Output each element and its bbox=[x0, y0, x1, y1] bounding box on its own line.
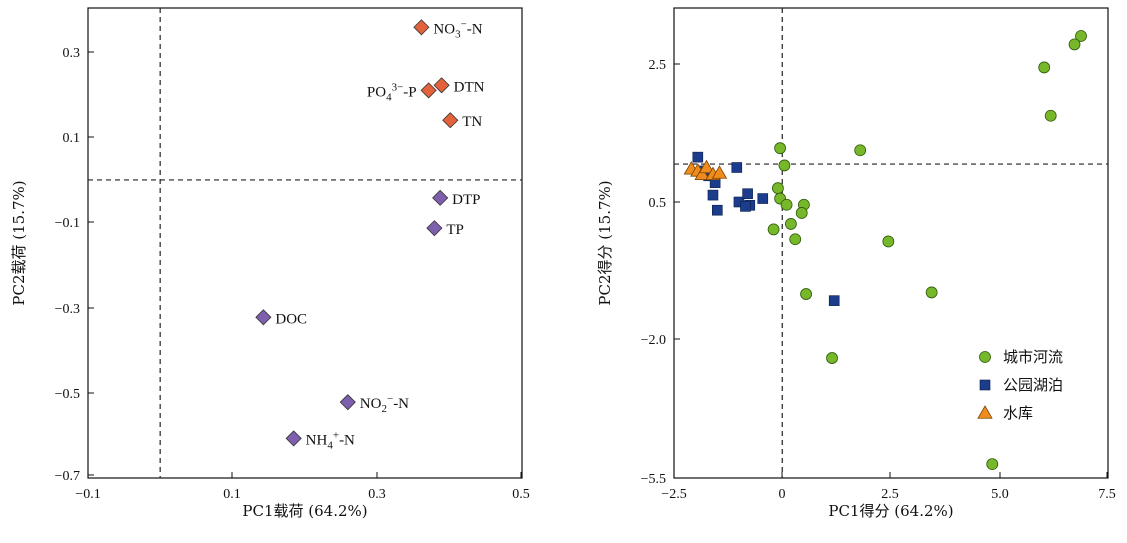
legend-label: 城市河流 bbox=[1003, 348, 1063, 366]
score-point-square bbox=[692, 151, 704, 163]
score-point-circle bbox=[772, 182, 784, 195]
loading-plot-y-tick-label: −0.3 bbox=[55, 302, 80, 317]
score-point-circle bbox=[800, 288, 812, 300]
loading-plot-y-axis-label: PC2载荷 (15.7%) bbox=[10, 180, 28, 305]
score-point-circle bbox=[789, 233, 802, 246]
score-plot-x-tick-label: 7.5 bbox=[1098, 487, 1116, 502]
loading-plot-y-tick-label: 0.3 bbox=[63, 46, 81, 61]
loading-point-marker bbox=[420, 82, 437, 99]
loading-point-marker bbox=[432, 189, 449, 206]
score-point-circle bbox=[1038, 61, 1051, 74]
loading-point-marker bbox=[433, 77, 450, 94]
loading-point-label: NO3−-N bbox=[433, 18, 482, 40]
score-point-circle bbox=[1075, 30, 1087, 42]
loading-point-marker bbox=[339, 394, 356, 411]
score-point-circle bbox=[778, 159, 791, 172]
score-point-square bbox=[740, 201, 751, 212]
score-plot: PC1得分 (64.2%) PC2得分 (15.7%) −2.5 0 2.5 5.0 7… bbox=[596, 7, 1116, 520]
loading-point-label: NO2−-N bbox=[360, 393, 409, 415]
score-plot-x-tick-label: −2.5 bbox=[661, 487, 686, 502]
score-point-square bbox=[828, 295, 840, 306]
loading-plot-frame bbox=[87, 7, 523, 479]
score-point-square bbox=[742, 188, 753, 200]
score-plot-y-tick-label: 2.5 bbox=[649, 58, 667, 73]
score-point-square bbox=[707, 189, 719, 201]
loading-plot-y-tick-label: −0.5 bbox=[55, 387, 80, 402]
score-point-circle bbox=[882, 235, 895, 248]
score-point-circle bbox=[780, 198, 793, 211]
score-point-circle bbox=[1068, 38, 1081, 51]
loading-plot-y-tick-label: 0.1 bbox=[63, 131, 81, 146]
score-point-circle bbox=[925, 286, 938, 299]
loading-plot-y-tick-label: −0.1 bbox=[55, 216, 80, 231]
loading-point-label: TN bbox=[462, 114, 482, 130]
score-point-square bbox=[711, 204, 723, 216]
score-point-circle bbox=[795, 207, 808, 219]
loading-plot-x-axis-label: PC1载荷 (64.2%) bbox=[242, 502, 367, 520]
loading-point-marker bbox=[442, 112, 459, 129]
score-plot-y-tick-label: −2.0 bbox=[641, 333, 666, 348]
score-plot-frame bbox=[673, 7, 1109, 479]
score-point-circle bbox=[767, 223, 780, 236]
legend-label: 公园湖泊 bbox=[1003, 376, 1063, 394]
legend-label: 水库 bbox=[1003, 404, 1033, 422]
loading-point-marker bbox=[285, 430, 302, 447]
score-point-triangle bbox=[711, 165, 728, 179]
legend-marker-square bbox=[979, 379, 991, 391]
score-point-circle bbox=[854, 144, 867, 157]
loading-plot-x-tick-label: 0.3 bbox=[368, 487, 386, 502]
score-point-triangle bbox=[694, 166, 710, 181]
loading-plot: PC1载荷 (64.2%) PC2载荷 (15.7%) −0.1 0.1 0.3 0.… bbox=[10, 7, 530, 520]
score-plot-x-tick-label: 0 bbox=[779, 487, 786, 502]
loading-plot-x-tick-label: −0.1 bbox=[75, 487, 100, 502]
loading-point-label: TP bbox=[446, 222, 464, 238]
loading-point-label: PO43−-P bbox=[367, 81, 417, 103]
loading-point-label: DOC bbox=[275, 311, 307, 327]
loading-point-label: DTN bbox=[454, 79, 485, 95]
score-point-circle bbox=[785, 218, 797, 230]
loading-point-marker bbox=[413, 19, 430, 36]
legend-marker-circle bbox=[979, 351, 991, 363]
legend-marker-triangle bbox=[977, 405, 993, 419]
score-plot-y-tick-label: −5.5 bbox=[641, 472, 666, 487]
score-plot-x-tick-label: 2.5 bbox=[881, 487, 899, 502]
score-plot-x-tick-label: 5.0 bbox=[991, 487, 1009, 502]
loading-point-marker bbox=[426, 220, 443, 237]
score-plot-x-axis-label: PC1得分 (64.2%) bbox=[828, 502, 953, 520]
score-point-square bbox=[757, 193, 769, 204]
score-plot-y-axis-label: PC2得分 (15.7%) bbox=[596, 180, 614, 305]
loading-point-label: NH4+-N bbox=[306, 429, 355, 451]
score-point-triangle bbox=[698, 159, 715, 174]
loading-point-label: DTP bbox=[452, 192, 480, 208]
score-point-circle bbox=[986, 458, 999, 471]
loading-plot-x-tick-label: 0.1 bbox=[223, 487, 241, 502]
loading-plot-x-tick-label: 0.5 bbox=[512, 487, 530, 502]
score-point-circle bbox=[826, 352, 838, 364]
loading-point-marker bbox=[255, 309, 272, 326]
score-point-circle bbox=[774, 142, 786, 155]
loading-plot-y-tick-label: −0.7 bbox=[55, 469, 80, 484]
score-point-square bbox=[731, 162, 743, 173]
score-point-circle bbox=[1044, 109, 1057, 122]
score-plot-y-tick-label: 0.5 bbox=[649, 196, 667, 211]
